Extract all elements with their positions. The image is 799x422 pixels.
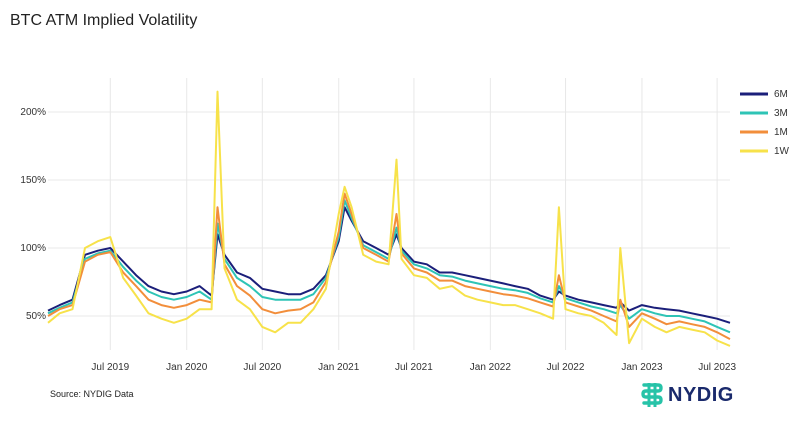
chart-title: BTC ATM Implied Volatility [10, 12, 198, 29]
series-line-3m [47, 199, 731, 334]
y-tick-label: 50% [26, 311, 46, 322]
nydig-logo: NYDIG [640, 380, 734, 410]
legend-label-1w: 1W [774, 146, 790, 157]
x-tick-label: Jan 2021 [318, 362, 360, 373]
x-tick-label: Jul 2019 [91, 362, 129, 373]
nydig-mark-icon [641, 383, 663, 407]
x-tick-label: Jan 2023 [621, 362, 663, 373]
x-tick-label: Jan 2022 [470, 362, 512, 373]
y-tick-label: 200% [20, 107, 46, 118]
x-tick-label: Jul 2021 [395, 362, 433, 373]
y-tick-label: 150% [20, 175, 46, 186]
legend-label-1m: 1M [774, 127, 788, 138]
source-note: Source: NYDIG Data [50, 389, 134, 399]
x-tick-label: Jul 2020 [243, 362, 281, 373]
legend-label-3m: 3M [774, 108, 788, 119]
series-line-1w [47, 90, 731, 347]
x-tick-label: Jan 2020 [166, 362, 208, 373]
y-tick-label: 100% [20, 243, 46, 254]
legend-label-6m: 6M [774, 89, 788, 100]
x-tick-label: Jul 2023 [698, 362, 736, 373]
x-tick-label: Jul 2022 [547, 362, 585, 373]
logo-text: NYDIG [668, 383, 734, 406]
